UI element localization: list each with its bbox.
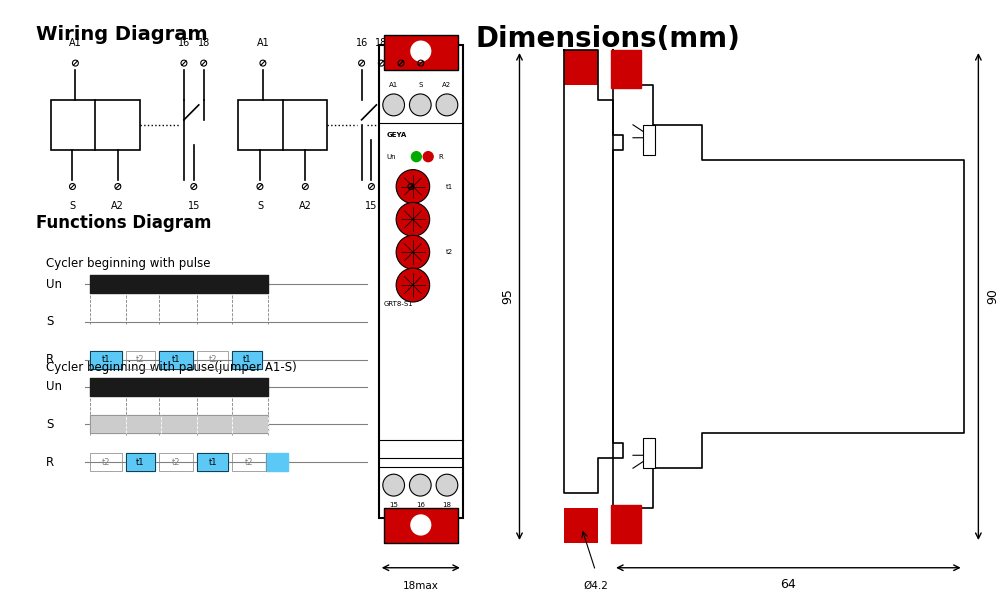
Text: Un: Un xyxy=(46,277,62,291)
Text: Cycler beginning with pause(jumper A1-S): Cycler beginning with pause(jumper A1-S) xyxy=(46,361,297,374)
Bar xyxy=(197,453,228,471)
Text: S: S xyxy=(46,316,53,328)
Bar xyxy=(643,438,655,468)
Text: S: S xyxy=(46,418,53,431)
Circle shape xyxy=(411,41,431,61)
Text: A2: A2 xyxy=(111,201,124,211)
Bar xyxy=(126,351,155,368)
Text: 15: 15 xyxy=(365,201,378,211)
Text: t1: t1 xyxy=(172,355,180,364)
Text: t2: t2 xyxy=(245,458,253,467)
Bar xyxy=(384,508,458,543)
Text: Un: Un xyxy=(387,154,396,160)
Text: Cycler beginning with pulse: Cycler beginning with pulse xyxy=(46,257,210,270)
Bar xyxy=(126,453,155,471)
Circle shape xyxy=(383,474,405,496)
Text: S: S xyxy=(257,201,263,211)
Bar xyxy=(197,351,228,368)
Bar xyxy=(643,125,655,155)
Text: t2: t2 xyxy=(136,355,145,364)
Text: t1: t1 xyxy=(243,355,251,364)
Circle shape xyxy=(396,268,430,302)
Text: t2: t2 xyxy=(172,458,180,467)
Text: 16: 16 xyxy=(416,502,425,508)
Text: t1: t1 xyxy=(136,458,145,467)
Circle shape xyxy=(396,170,430,204)
Circle shape xyxy=(423,152,433,162)
Bar xyxy=(90,351,122,368)
Bar xyxy=(384,35,458,70)
Bar xyxy=(379,45,463,518)
Bar xyxy=(611,505,641,543)
Text: GRT8-S1: GRT8-S1 xyxy=(384,301,414,307)
Circle shape xyxy=(436,474,458,496)
Text: Ø4.2: Ø4.2 xyxy=(583,580,608,591)
Text: 15: 15 xyxy=(188,201,200,211)
Circle shape xyxy=(396,235,430,269)
Text: A2: A2 xyxy=(442,82,452,88)
Text: R: R xyxy=(438,154,443,160)
Text: Wiring Diagram: Wiring Diagram xyxy=(36,25,208,44)
Circle shape xyxy=(396,202,430,236)
Text: 64: 64 xyxy=(781,577,796,591)
Bar xyxy=(232,351,262,368)
Bar xyxy=(90,453,122,471)
Bar xyxy=(232,453,266,471)
Text: S: S xyxy=(418,82,422,88)
Circle shape xyxy=(436,94,458,116)
Text: t1: t1 xyxy=(208,458,217,467)
Bar xyxy=(266,453,288,471)
Text: t2: t2 xyxy=(102,458,110,467)
Circle shape xyxy=(411,152,421,162)
Text: A1: A1 xyxy=(389,82,398,88)
Circle shape xyxy=(409,474,431,496)
Text: t2: t2 xyxy=(446,249,453,255)
Text: 26: 26 xyxy=(395,38,407,48)
Bar xyxy=(90,351,122,368)
Circle shape xyxy=(411,515,431,535)
Bar xyxy=(197,453,228,471)
Text: t1: t1 xyxy=(102,355,110,364)
Text: 28: 28 xyxy=(415,38,427,48)
Bar xyxy=(126,453,155,471)
Circle shape xyxy=(409,94,431,116)
Bar xyxy=(90,416,268,433)
Text: 18: 18 xyxy=(375,38,387,48)
Bar xyxy=(159,351,193,368)
Text: 95: 95 xyxy=(501,289,514,304)
Text: Functions Diagram: Functions Diagram xyxy=(36,214,211,232)
Bar xyxy=(159,351,193,368)
Bar xyxy=(232,351,262,368)
Text: 25: 25 xyxy=(405,201,417,211)
Text: Dimensions(mm): Dimensions(mm) xyxy=(475,25,740,53)
Text: 18: 18 xyxy=(198,38,210,48)
Text: t1: t1 xyxy=(446,183,453,189)
Text: A1: A1 xyxy=(69,38,82,48)
Bar xyxy=(90,416,268,433)
Bar xyxy=(564,50,598,85)
Text: 16: 16 xyxy=(178,38,190,48)
Text: A1: A1 xyxy=(257,38,269,48)
Text: R: R xyxy=(46,456,54,469)
Bar xyxy=(238,100,327,150)
Text: S: S xyxy=(69,201,76,211)
Bar xyxy=(564,508,598,543)
Text: GEYA: GEYA xyxy=(387,132,407,138)
Text: R: R xyxy=(46,353,54,366)
Text: t2: t2 xyxy=(208,355,217,364)
Text: 90: 90 xyxy=(987,289,1000,304)
Bar xyxy=(611,50,641,88)
Text: A2: A2 xyxy=(299,201,312,211)
Text: 18: 18 xyxy=(442,502,451,508)
Text: 16: 16 xyxy=(355,38,368,48)
Circle shape xyxy=(383,94,405,116)
Bar xyxy=(51,100,140,150)
Text: 18max: 18max xyxy=(403,580,439,591)
Text: Un: Un xyxy=(46,380,62,393)
Bar xyxy=(159,453,193,471)
Text: 15: 15 xyxy=(389,502,398,508)
